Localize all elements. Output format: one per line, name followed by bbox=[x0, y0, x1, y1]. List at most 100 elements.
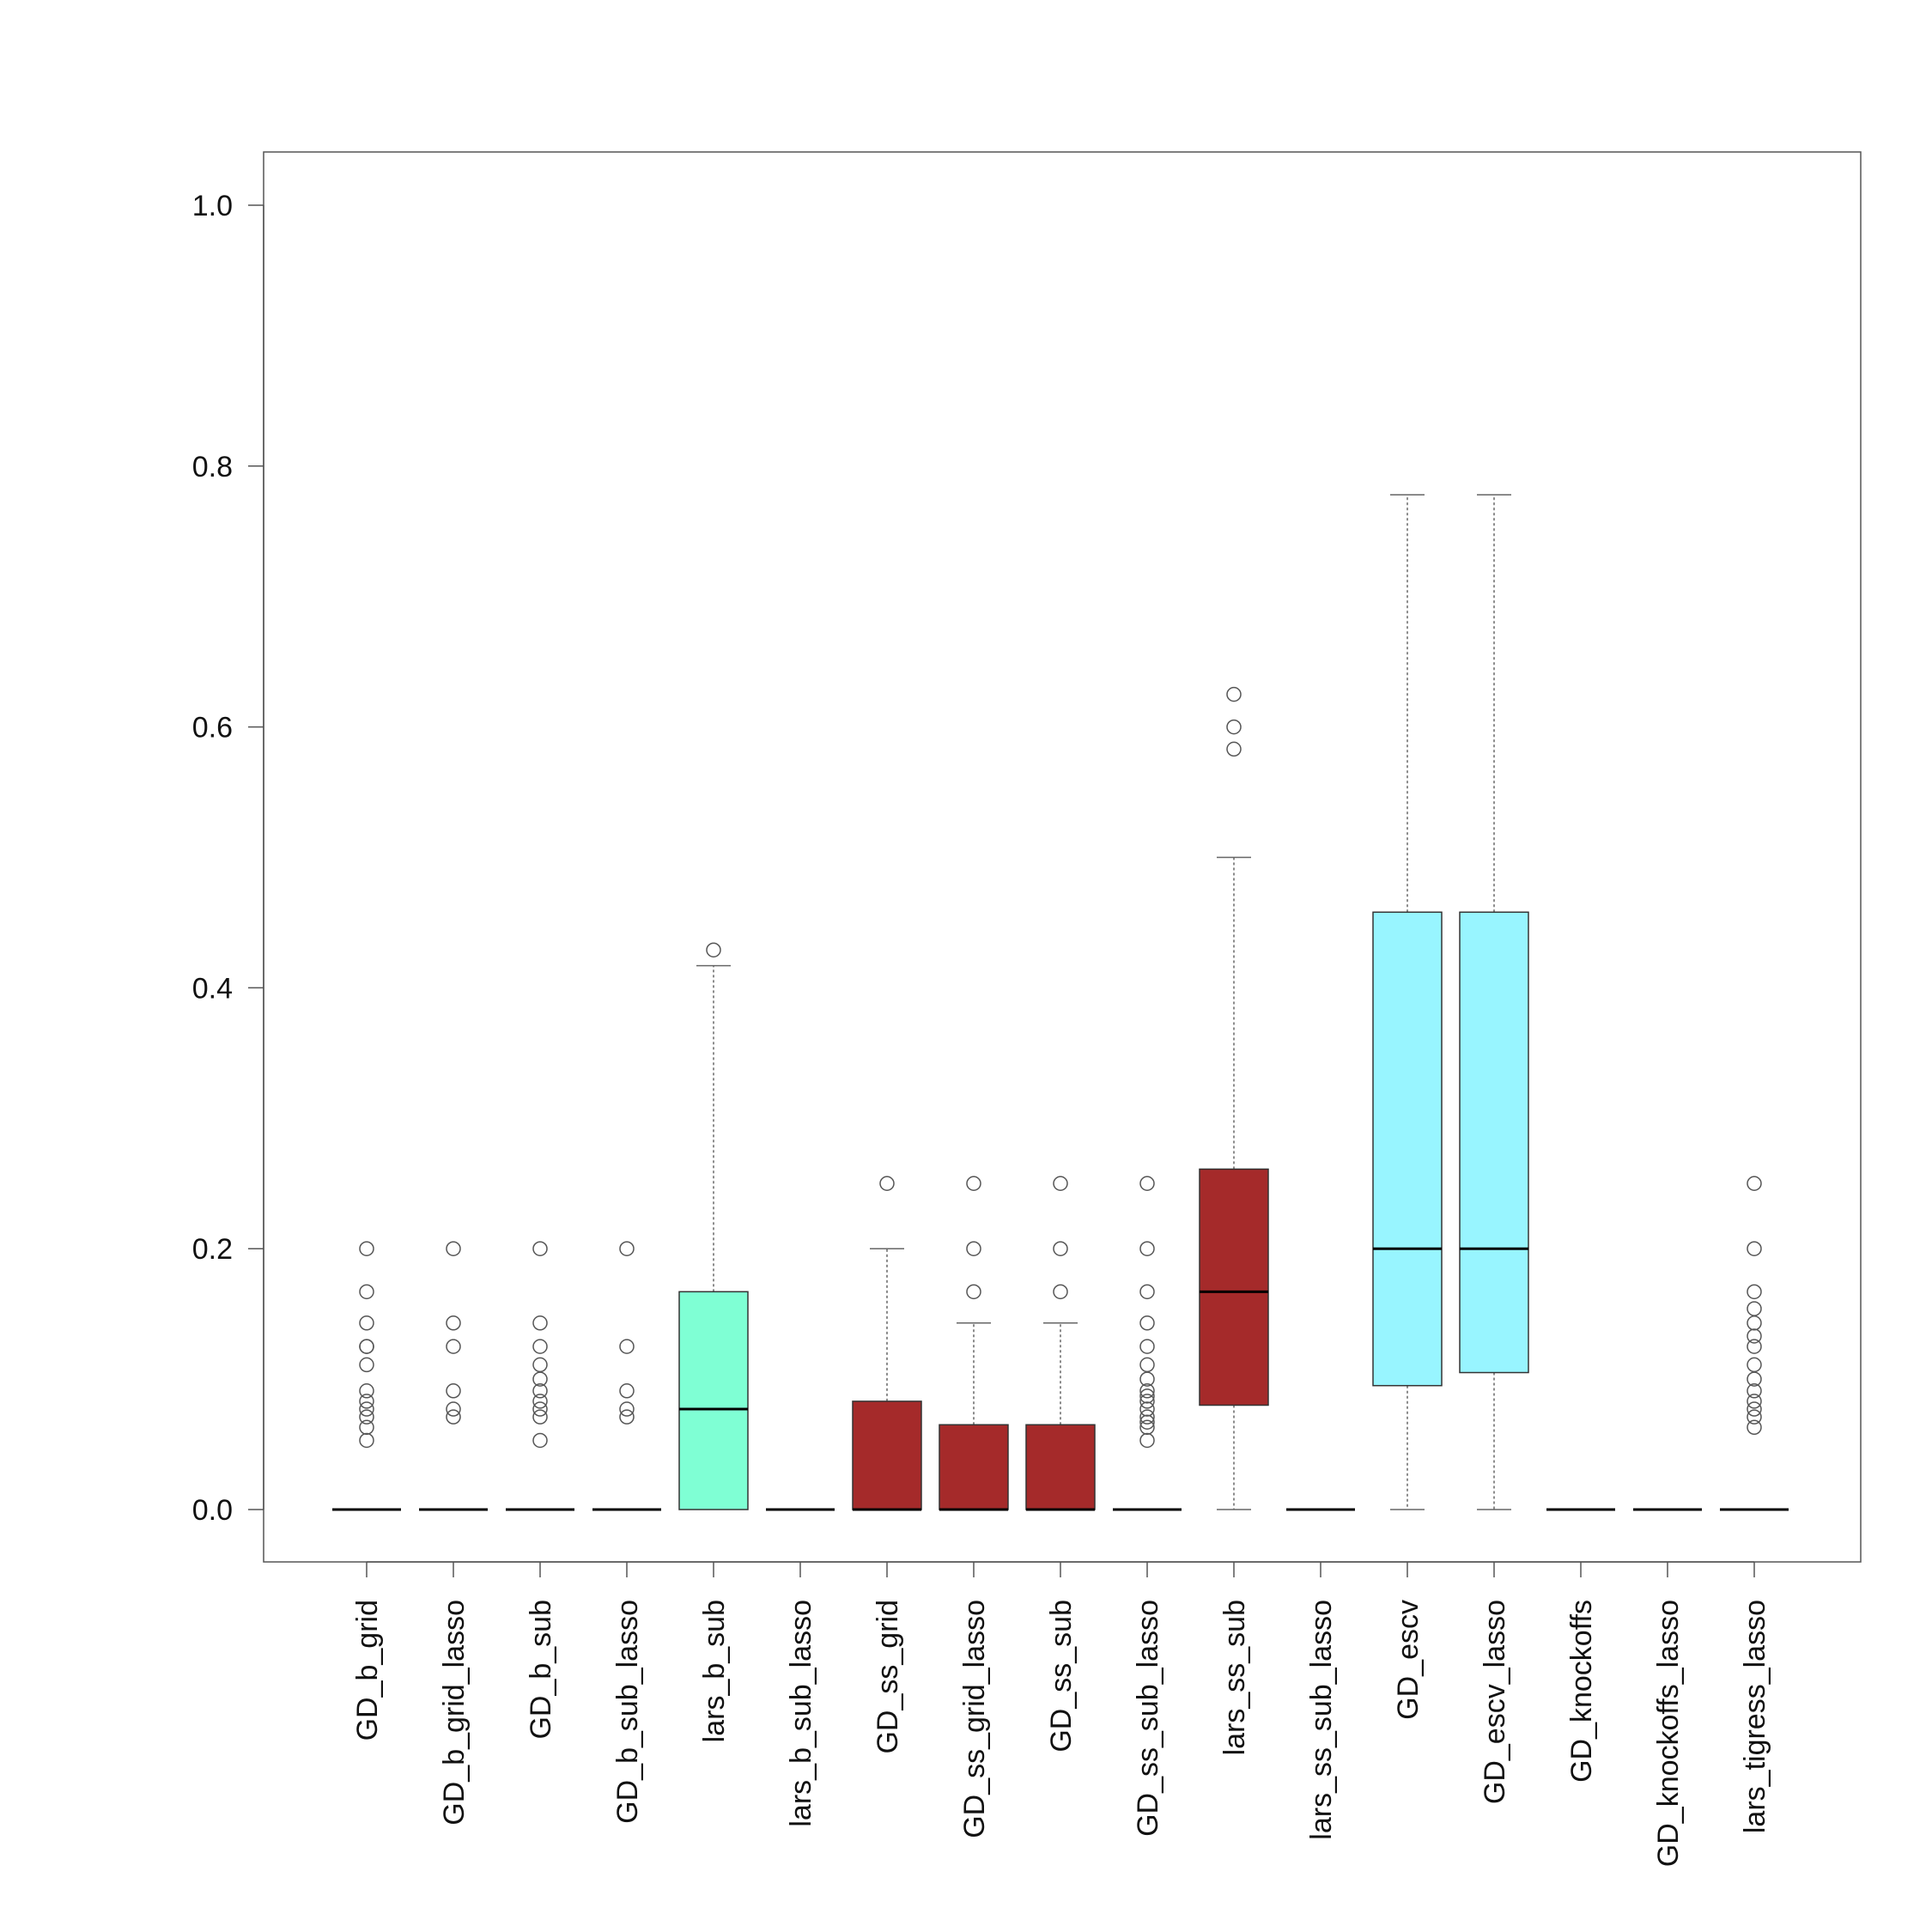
outlier-point bbox=[1747, 1357, 1762, 1373]
y-tick-label: 0.8 bbox=[192, 451, 233, 483]
outlier-point bbox=[1139, 1401, 1155, 1417]
outlier-point bbox=[1139, 1414, 1155, 1430]
x-tick-label: GD_b_grid bbox=[351, 1600, 384, 1741]
x-tick-label: lars_ss_sub bbox=[1218, 1600, 1251, 1755]
outlier-point bbox=[1747, 1383, 1762, 1399]
outlier-point bbox=[619, 1401, 635, 1417]
box-body bbox=[1025, 1424, 1096, 1510]
box-lars_tigress_lasso bbox=[1720, 1176, 1789, 1511]
outlier-point bbox=[1139, 1419, 1155, 1436]
box-GD_b_sub_lasso bbox=[592, 1241, 661, 1511]
outlier-point bbox=[1139, 1357, 1155, 1373]
outlier-point bbox=[1747, 1176, 1762, 1191]
outlier-point bbox=[359, 1315, 374, 1331]
x-tick-label: lars_b_sub_lasso bbox=[785, 1600, 817, 1827]
outlier-point bbox=[706, 942, 721, 958]
outlier-point bbox=[532, 1409, 548, 1425]
outlier-point bbox=[359, 1409, 374, 1425]
box-GD_escv bbox=[1372, 494, 1443, 1510]
outlier-point bbox=[1139, 1176, 1155, 1191]
outlier-point bbox=[532, 1241, 548, 1256]
outlier-point bbox=[1139, 1241, 1155, 1256]
outlier-point bbox=[532, 1432, 548, 1449]
outlier-point bbox=[359, 1383, 374, 1399]
outlier-point bbox=[879, 1176, 895, 1191]
outlier-point bbox=[1053, 1284, 1068, 1300]
box-body bbox=[852, 1400, 922, 1510]
outlier-point bbox=[1226, 741, 1242, 757]
outlier-point bbox=[446, 1241, 461, 1256]
outlier-point bbox=[1139, 1339, 1155, 1354]
y-tick-label: 0.6 bbox=[192, 712, 233, 744]
x-tick-label: GD_knockoffs bbox=[1565, 1600, 1598, 1783]
box-GD_ss_grid bbox=[852, 1176, 922, 1511]
outlier-point bbox=[532, 1394, 548, 1409]
outlier-point bbox=[1747, 1401, 1762, 1417]
outlier-point bbox=[359, 1394, 374, 1409]
outlier-point bbox=[446, 1409, 461, 1425]
x-tick-label: lars_b_sub bbox=[698, 1600, 731, 1742]
outlier-point bbox=[1226, 686, 1242, 702]
outlier-point bbox=[532, 1315, 548, 1331]
plot-frame bbox=[263, 151, 1862, 1563]
outlier-point bbox=[1747, 1328, 1762, 1344]
box-body bbox=[939, 1424, 1009, 1510]
outlier-point bbox=[446, 1401, 461, 1417]
box-body bbox=[1459, 911, 1529, 1374]
outlier-point bbox=[1747, 1301, 1762, 1316]
box-GD_ss_sub_lasso bbox=[1113, 1176, 1182, 1511]
outlier-point bbox=[359, 1432, 374, 1449]
x-tick-label: GD_ss_sub bbox=[1045, 1600, 1078, 1753]
x-tick-label: GD_ss_sub_lasso bbox=[1132, 1600, 1164, 1837]
outlier-point bbox=[1139, 1383, 1155, 1399]
x-axis: GD_b_grid GD_b_grid_lasso GD_b_sub GD_b_sub… bbox=[351, 1561, 1771, 1867]
outlier-point bbox=[1747, 1409, 1762, 1425]
outlier-point bbox=[966, 1284, 981, 1300]
x-tick-label: GD_b_sub_lasso bbox=[611, 1600, 644, 1824]
x-tick-label: GD_b_grid_lasso bbox=[438, 1600, 471, 1826]
x-tick-label: lars_ss_sub_lasso bbox=[1305, 1600, 1338, 1840]
y-axis: 0.0 0.2 0.4 0.6 0.8 1.0 bbox=[192, 190, 264, 1527]
box-lars_b_sub bbox=[678, 942, 749, 1510]
box-GD_b_grid_lasso bbox=[419, 1241, 488, 1511]
outlier-point bbox=[532, 1339, 548, 1354]
outlier-point bbox=[359, 1401, 374, 1417]
box-GD_ss_sub bbox=[1025, 1176, 1096, 1511]
outlier-point bbox=[1747, 1339, 1762, 1354]
outlier-point bbox=[619, 1383, 635, 1399]
outlier-point bbox=[532, 1383, 548, 1399]
outlier-point bbox=[1747, 1371, 1762, 1387]
outlier-point bbox=[1139, 1371, 1155, 1387]
outlier-point bbox=[1747, 1419, 1762, 1436]
box-lars_ss_sub bbox=[1199, 686, 1269, 1510]
y-tick-label: 0.2 bbox=[192, 1233, 233, 1266]
outlier-point bbox=[619, 1409, 635, 1425]
box-GD_escv_lasso bbox=[1459, 494, 1529, 1510]
x-tick-label: GD_b_sub bbox=[525, 1600, 557, 1740]
outlier-point bbox=[1139, 1409, 1155, 1425]
outlier-point bbox=[359, 1419, 374, 1436]
outlier-point bbox=[359, 1241, 374, 1256]
outlier-point bbox=[532, 1401, 548, 1417]
box-GD_ss_grid_lasso bbox=[939, 1176, 1009, 1511]
outlier-point bbox=[1053, 1241, 1068, 1256]
outlier-point bbox=[966, 1176, 981, 1191]
outlier-point bbox=[1139, 1394, 1155, 1409]
outlier-point bbox=[1747, 1394, 1762, 1409]
outlier-point bbox=[532, 1357, 548, 1373]
outlier-point bbox=[359, 1284, 374, 1300]
y-tick-label: 1.0 bbox=[192, 190, 233, 222]
outlier-point bbox=[619, 1339, 635, 1354]
box-GD_b_grid bbox=[332, 1241, 401, 1511]
outlier-point bbox=[446, 1339, 461, 1354]
x-tick-label: lars_tigress_lasso bbox=[1739, 1600, 1771, 1833]
outlier-point bbox=[619, 1241, 635, 1256]
box-series-group bbox=[332, 494, 1789, 1511]
outlier-point bbox=[1139, 1388, 1155, 1404]
outlier-point bbox=[1747, 1315, 1762, 1331]
outlier-point bbox=[446, 1383, 461, 1399]
y-tick-label: 0.0 bbox=[192, 1494, 233, 1527]
outlier-point bbox=[446, 1315, 461, 1331]
x-tick-label: GD_escv_lasso bbox=[1479, 1600, 1511, 1804]
outlier-point bbox=[1139, 1284, 1155, 1300]
